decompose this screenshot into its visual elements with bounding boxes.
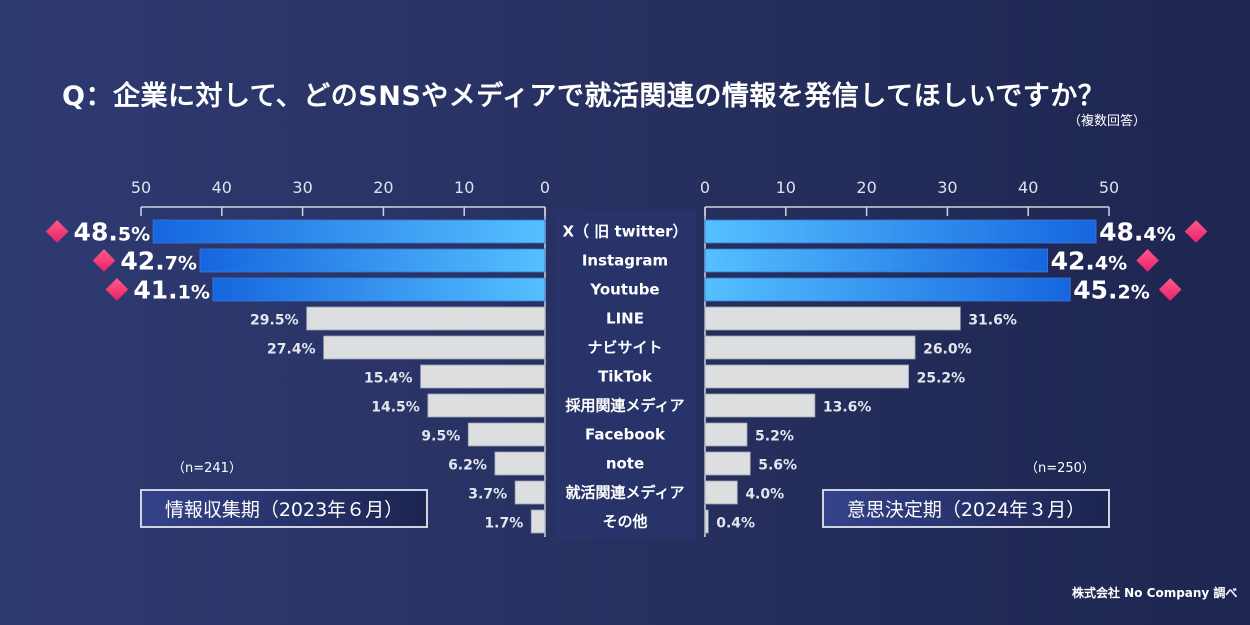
left-bar bbox=[494, 451, 546, 476]
right-bar bbox=[704, 451, 751, 476]
highlight-diamond-icon bbox=[1158, 278, 1182, 301]
left-value-label: 42.7% bbox=[120, 247, 197, 276]
right-sample-size: （n=250） bbox=[1025, 461, 1095, 476]
left-bar bbox=[514, 480, 546, 505]
category-label: TikTok bbox=[598, 368, 653, 386]
left-bar bbox=[530, 509, 546, 534]
left-tick-label: 10 bbox=[454, 178, 474, 197]
right-tick-label: 30 bbox=[937, 178, 957, 197]
left-value-label: 48.5% bbox=[74, 218, 151, 247]
category-label: ナビサイト bbox=[587, 339, 662, 357]
left-sample-size: （n=241） bbox=[172, 461, 242, 476]
highlight-diamond-icon bbox=[45, 220, 69, 243]
left-bar bbox=[199, 248, 546, 273]
right-bar bbox=[704, 219, 1097, 244]
category-label: Facebook bbox=[585, 426, 666, 444]
category-label-panel bbox=[555, 210, 695, 540]
left-value-label: 27.4% bbox=[267, 342, 316, 358]
left-tick-label: 50 bbox=[131, 178, 151, 197]
source-credit: 株式会社 No Company 調べ bbox=[1072, 586, 1238, 600]
highlight-diamond-icon bbox=[1136, 249, 1159, 272]
right-value-label: 31.6% bbox=[968, 313, 1017, 329]
right-tick-label: 10 bbox=[776, 178, 796, 197]
left-tick-label: 40 bbox=[212, 178, 232, 197]
right-value-label: 45.2% bbox=[1073, 276, 1150, 305]
left-bar bbox=[306, 306, 546, 331]
right-period-label: 意思決定期（2024年３月） bbox=[822, 489, 1110, 528]
multiple-answer-note: （複数回答） bbox=[1068, 114, 1147, 129]
left-bar bbox=[323, 335, 546, 360]
right-tick-label: 0 bbox=[700, 178, 710, 197]
left-bar bbox=[467, 422, 546, 447]
right-value-label: 48.4% bbox=[1099, 218, 1176, 247]
right-bar bbox=[704, 277, 1071, 302]
right-value-label: 26.0% bbox=[923, 342, 972, 358]
category-label: 就活関連メディア bbox=[566, 484, 685, 502]
right-value-label: 5.6% bbox=[758, 458, 797, 474]
right-bar bbox=[704, 335, 916, 360]
left-value-label: 6.2% bbox=[448, 458, 487, 474]
right-tick-label: 20 bbox=[856, 178, 876, 197]
category-label: note bbox=[606, 455, 644, 473]
right-tick-label: 40 bbox=[1018, 178, 1038, 197]
left-value-label: 41.1% bbox=[133, 276, 210, 305]
left-tick-label: 20 bbox=[373, 178, 393, 197]
left-bar bbox=[420, 364, 546, 389]
right-bar bbox=[704, 422, 748, 447]
category-label: LINE bbox=[606, 310, 644, 328]
right-bar bbox=[704, 248, 1048, 273]
left-value-label: 1.7% bbox=[484, 516, 523, 532]
chart-title: Q：企業に対して、どのSNSやメディアで就活関連の情報を発信してほしいですか？ bbox=[62, 81, 1106, 112]
right-value-label: 25.2% bbox=[917, 371, 966, 387]
category-label: Instagram bbox=[582, 252, 668, 270]
category-label: X（ 旧 twitter） bbox=[562, 223, 687, 241]
right-value-label: 13.6% bbox=[823, 400, 872, 416]
right-value-label: 5.2% bbox=[755, 429, 794, 445]
category-label: その他 bbox=[602, 513, 647, 531]
right-bar bbox=[704, 364, 910, 389]
left-bar bbox=[152, 219, 546, 244]
right-bar bbox=[704, 509, 709, 534]
right-tick-label: 50 bbox=[1099, 178, 1119, 197]
left-value-label: 3.7% bbox=[468, 487, 507, 503]
left-tick-label: 0 bbox=[540, 178, 550, 197]
highlight-diamond-icon bbox=[92, 249, 116, 272]
right-bar bbox=[704, 393, 816, 418]
left-value-label: 15.4% bbox=[364, 371, 413, 387]
category-label: Youtube bbox=[589, 281, 659, 299]
highlight-diamond-icon bbox=[1184, 220, 1208, 243]
category-label: 採用関連メディア bbox=[566, 397, 685, 415]
right-value-label: 0.4% bbox=[716, 516, 755, 532]
left-bar bbox=[212, 277, 546, 302]
left-value-label: 29.5% bbox=[250, 313, 299, 329]
right-bar bbox=[704, 306, 961, 331]
highlight-diamond-icon bbox=[105, 278, 129, 301]
left-value-label: 14.5% bbox=[371, 400, 420, 416]
left-period-label: 情報収集期（2023年６月） bbox=[140, 489, 428, 528]
left-tick-label: 30 bbox=[292, 178, 312, 197]
right-value-label: 42.4% bbox=[1051, 247, 1128, 276]
left-value-label: 9.5% bbox=[421, 429, 460, 445]
right-bar bbox=[704, 480, 738, 505]
right-value-label: 4.0% bbox=[745, 487, 784, 503]
left-bar bbox=[427, 393, 546, 418]
